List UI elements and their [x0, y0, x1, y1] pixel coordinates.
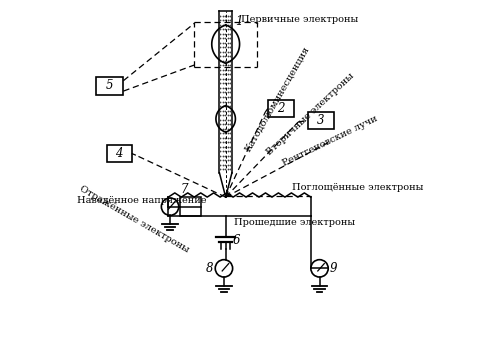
Text: 8: 8: [206, 262, 214, 275]
Text: Катодолюминесценция: Катодолюминесценция: [243, 45, 311, 153]
Text: Прошедшие электроны: Прошедшие электроны: [234, 218, 356, 227]
Bar: [268, 100, 294, 117]
Bar: [180, 197, 202, 216]
Text: 6: 6: [232, 234, 240, 247]
Text: Отражённые электроны: Отражённые электроны: [78, 184, 190, 254]
Text: 2: 2: [277, 102, 284, 115]
Text: Наведённое напряжение: Наведённое напряжение: [77, 196, 206, 205]
Bar: [96, 77, 124, 95]
Text: Поглощённые электроны: Поглощённые электроны: [292, 183, 423, 192]
Text: 5: 5: [106, 79, 114, 92]
Text: 7: 7: [180, 183, 188, 196]
Text: 3: 3: [317, 114, 324, 127]
Bar: [308, 112, 334, 129]
Text: 4: 4: [116, 147, 123, 160]
Bar: [106, 145, 132, 162]
Text: Первичные электроны: Первичные электроны: [240, 15, 358, 24]
Text: 9: 9: [330, 262, 338, 275]
Text: 1: 1: [236, 15, 243, 28]
Text: Вторичные электроны: Вторичные электроны: [265, 71, 356, 157]
Text: Рентгеновские лучи: Рентгеновские лучи: [281, 114, 379, 168]
